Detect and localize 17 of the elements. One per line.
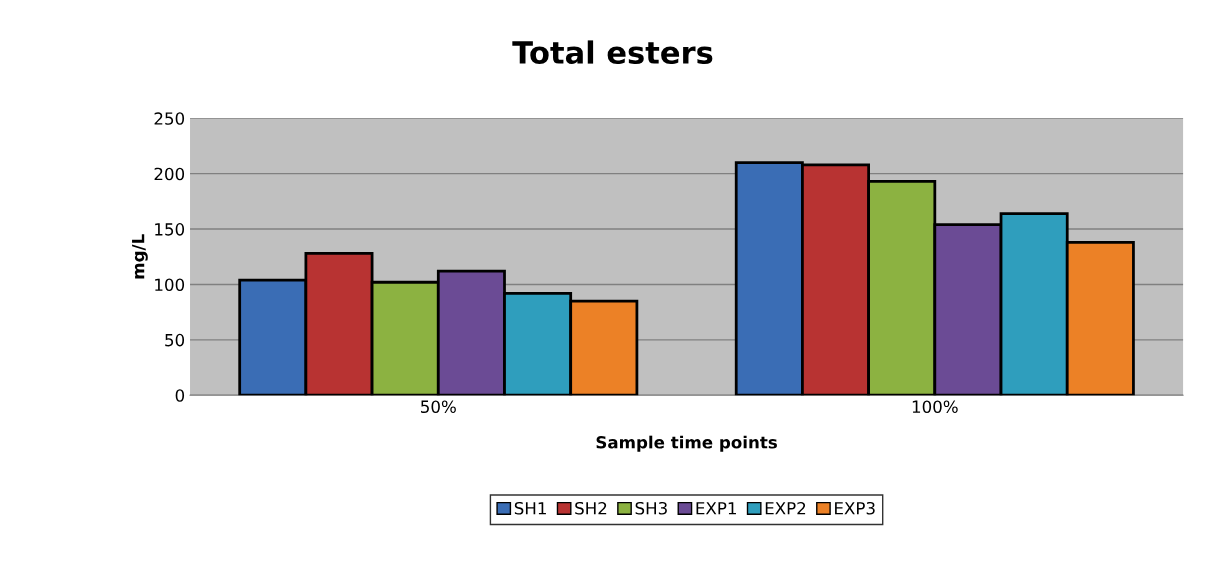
x-axis-title: Sample time points (596, 435, 777, 452)
legend-label: EXP2 (765, 501, 806, 515)
legend-label: SH3 (635, 501, 667, 515)
y-tick-label: 250 (154, 112, 185, 125)
y-tick-label: 200 (154, 167, 185, 181)
x-tick-label: 100% (912, 400, 958, 414)
legend-label: SH2 (575, 501, 607, 515)
legend-label: SH1 (514, 501, 546, 515)
legend-label: EXP3 (835, 501, 875, 515)
y-tick-label: 150 (155, 223, 185, 236)
y-tick-label: 50 (165, 333, 185, 347)
chart-title: Total esters (512, 40, 713, 65)
x-tick-label: 50% (421, 400, 456, 414)
y-tick-label: 100 (155, 278, 185, 292)
legend-label: EXP1 (696, 502, 736, 515)
y-axis-title: mg/L (132, 234, 148, 279)
y-tick-label: 0 (175, 389, 185, 402)
